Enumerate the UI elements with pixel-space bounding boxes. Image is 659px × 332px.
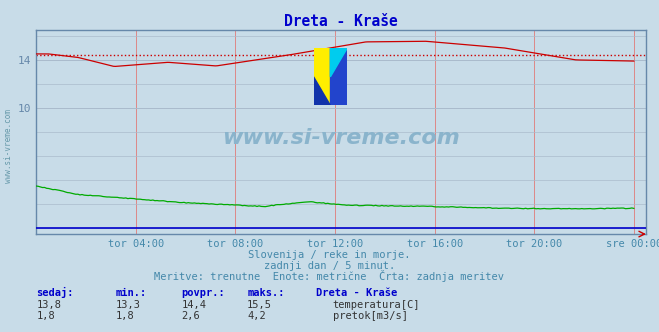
Text: maks.:: maks.:: [247, 288, 285, 298]
Text: temperatura[C]: temperatura[C]: [333, 300, 420, 310]
Text: 4,2: 4,2: [247, 311, 266, 321]
Text: min.:: min.:: [115, 288, 146, 298]
Text: www.si-vreme.com: www.si-vreme.com: [4, 109, 13, 183]
Text: www.si-vreme.com: www.si-vreme.com: [222, 128, 460, 148]
Title: Dreta - Kraše: Dreta - Kraše: [284, 14, 398, 29]
Text: povpr.:: povpr.:: [181, 288, 225, 298]
Text: Meritve: trenutne  Enote: metrične  Črta: zadnja meritev: Meritve: trenutne Enote: metrične Črta: …: [154, 270, 505, 282]
Text: zadnji dan / 5 minut.: zadnji dan / 5 minut.: [264, 261, 395, 271]
Text: 2,6: 2,6: [181, 311, 200, 321]
Text: Slovenija / reke in morje.: Slovenija / reke in morje.: [248, 250, 411, 260]
Text: 15,5: 15,5: [247, 300, 272, 310]
Text: pretok[m3/s]: pretok[m3/s]: [333, 311, 408, 321]
Text: 1,8: 1,8: [115, 311, 134, 321]
Text: 13,3: 13,3: [115, 300, 140, 310]
Text: Dreta - Kraše: Dreta - Kraše: [316, 288, 397, 298]
Text: sedaj:: sedaj:: [36, 287, 74, 298]
Text: 1,8: 1,8: [36, 311, 55, 321]
Text: 14,4: 14,4: [181, 300, 206, 310]
Text: 13,8: 13,8: [36, 300, 61, 310]
